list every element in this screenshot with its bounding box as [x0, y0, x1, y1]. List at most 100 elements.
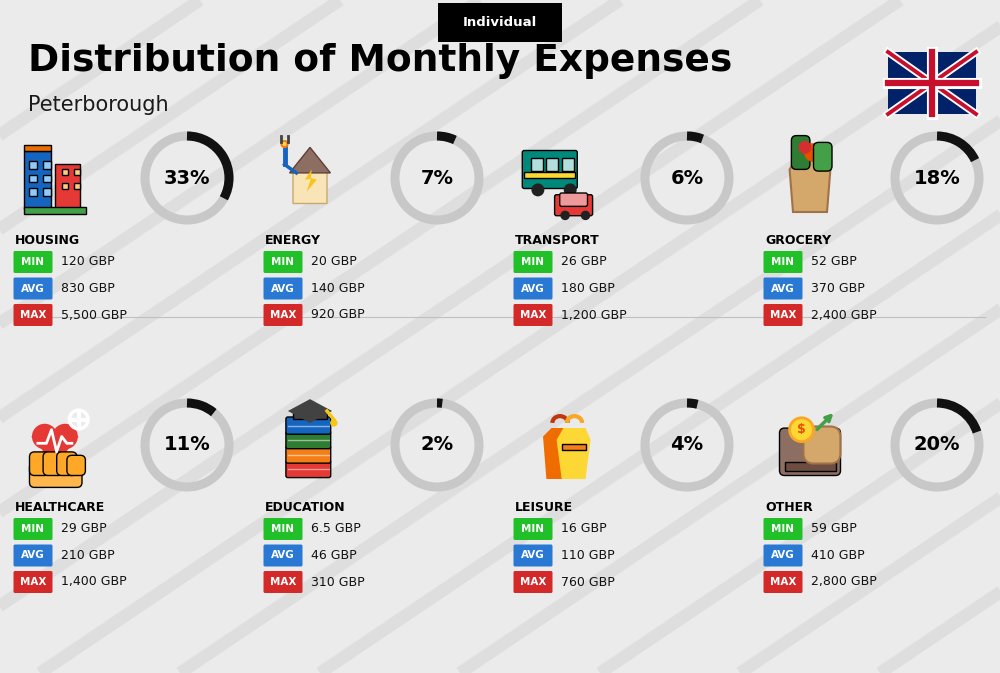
FancyBboxPatch shape: [784, 462, 836, 470]
FancyBboxPatch shape: [13, 251, 52, 273]
Text: MIN: MIN: [772, 257, 794, 267]
Text: MAX: MAX: [20, 310, 46, 320]
FancyBboxPatch shape: [764, 571, 802, 593]
Circle shape: [804, 143, 823, 162]
Text: GROCERY: GROCERY: [765, 234, 831, 247]
FancyBboxPatch shape: [24, 207, 86, 214]
FancyBboxPatch shape: [764, 518, 802, 540]
Text: HEALTHCARE: HEALTHCARE: [15, 501, 105, 514]
Circle shape: [330, 419, 338, 427]
FancyBboxPatch shape: [514, 251, 552, 273]
Circle shape: [32, 424, 57, 450]
Text: MAX: MAX: [20, 577, 46, 587]
Text: 830 GBP: 830 GBP: [61, 282, 115, 295]
FancyBboxPatch shape: [264, 518, 302, 540]
FancyBboxPatch shape: [13, 544, 52, 567]
FancyBboxPatch shape: [791, 135, 810, 170]
Text: MIN: MIN: [21, 524, 44, 534]
Text: 26 GBP: 26 GBP: [561, 256, 607, 269]
FancyBboxPatch shape: [29, 188, 37, 196]
Text: MIN: MIN: [272, 257, 294, 267]
Polygon shape: [543, 428, 577, 479]
Text: HOUSING: HOUSING: [15, 234, 80, 247]
FancyBboxPatch shape: [888, 52, 976, 114]
Circle shape: [790, 418, 813, 441]
Text: 310 GBP: 310 GBP: [311, 575, 365, 588]
Text: 59 GBP: 59 GBP: [811, 522, 857, 536]
Text: 140 GBP: 140 GBP: [311, 282, 365, 295]
Text: 1,200 GBP: 1,200 GBP: [561, 308, 627, 322]
Text: AVG: AVG: [21, 283, 45, 293]
FancyBboxPatch shape: [814, 143, 832, 171]
FancyBboxPatch shape: [293, 411, 327, 419]
FancyBboxPatch shape: [62, 182, 68, 189]
Text: OTHER: OTHER: [765, 501, 813, 514]
Text: 18%: 18%: [914, 168, 960, 188]
FancyBboxPatch shape: [13, 277, 52, 299]
Text: AVG: AVG: [521, 551, 545, 561]
Text: 180 GBP: 180 GBP: [561, 282, 615, 295]
FancyBboxPatch shape: [30, 452, 50, 476]
Text: MIN: MIN: [522, 257, 544, 267]
Text: 52 GBP: 52 GBP: [811, 256, 857, 269]
Text: MAX: MAX: [770, 577, 796, 587]
Text: Distribution of Monthly Expenses: Distribution of Monthly Expenses: [28, 43, 732, 79]
FancyBboxPatch shape: [560, 193, 588, 207]
FancyBboxPatch shape: [67, 456, 85, 476]
FancyBboxPatch shape: [13, 518, 52, 540]
FancyBboxPatch shape: [30, 462, 82, 487]
Text: 7%: 7%: [420, 168, 454, 188]
FancyBboxPatch shape: [514, 518, 552, 540]
FancyBboxPatch shape: [62, 169, 68, 176]
Text: 120 GBP: 120 GBP: [61, 256, 115, 269]
FancyBboxPatch shape: [562, 444, 586, 450]
Text: TRANSPORT: TRANSPORT: [515, 234, 600, 247]
Circle shape: [52, 424, 78, 450]
Circle shape: [281, 141, 288, 147]
FancyBboxPatch shape: [264, 304, 302, 326]
Text: 20%: 20%: [914, 435, 960, 454]
FancyBboxPatch shape: [264, 571, 302, 593]
FancyBboxPatch shape: [264, 251, 302, 273]
FancyBboxPatch shape: [13, 304, 52, 326]
Text: AVG: AVG: [771, 551, 795, 561]
Circle shape: [564, 184, 577, 197]
Text: 5,500 GBP: 5,500 GBP: [61, 308, 127, 322]
Text: LEISURE: LEISURE: [515, 501, 573, 514]
FancyBboxPatch shape: [555, 194, 593, 216]
Polygon shape: [31, 437, 79, 466]
Polygon shape: [290, 147, 330, 173]
FancyBboxPatch shape: [57, 452, 77, 476]
FancyBboxPatch shape: [74, 169, 80, 176]
Text: MIN: MIN: [772, 524, 794, 534]
FancyBboxPatch shape: [286, 446, 331, 463]
FancyBboxPatch shape: [514, 571, 552, 593]
Text: ENERGY: ENERGY: [265, 234, 321, 247]
FancyBboxPatch shape: [29, 174, 37, 182]
Text: MAX: MAX: [270, 310, 296, 320]
Text: MAX: MAX: [520, 310, 546, 320]
FancyBboxPatch shape: [438, 3, 562, 42]
FancyBboxPatch shape: [514, 304, 552, 326]
Text: MIN: MIN: [21, 257, 44, 267]
FancyBboxPatch shape: [780, 428, 840, 476]
Text: MAX: MAX: [770, 310, 796, 320]
FancyBboxPatch shape: [74, 182, 80, 189]
Text: AVG: AVG: [771, 283, 795, 293]
FancyBboxPatch shape: [522, 151, 577, 188]
FancyBboxPatch shape: [43, 161, 51, 169]
Text: 210 GBP: 210 GBP: [61, 549, 115, 562]
Text: MAX: MAX: [270, 577, 296, 587]
Text: Individual: Individual: [463, 15, 537, 28]
Text: 4%: 4%: [670, 435, 704, 454]
Text: 2,800 GBP: 2,800 GBP: [811, 575, 877, 588]
Text: 29 GBP: 29 GBP: [61, 522, 107, 536]
Text: 370 GBP: 370 GBP: [811, 282, 865, 295]
FancyBboxPatch shape: [764, 277, 802, 299]
Text: MAX: MAX: [520, 577, 546, 587]
Text: 46 GBP: 46 GBP: [311, 549, 357, 562]
Circle shape: [531, 184, 544, 197]
Polygon shape: [305, 170, 317, 192]
Text: 1,400 GBP: 1,400 GBP: [61, 575, 127, 588]
FancyBboxPatch shape: [286, 417, 331, 434]
